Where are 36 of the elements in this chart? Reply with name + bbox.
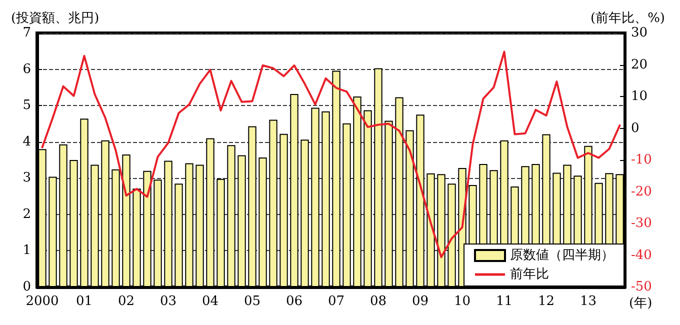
y-tick-label: 5 xyxy=(22,98,31,114)
legend-label: 前年比 xyxy=(510,267,549,282)
x-tick-label: 05 xyxy=(244,294,261,309)
y2-tick-label: 0 xyxy=(631,120,640,136)
x-tick-label: 09 xyxy=(412,294,429,309)
y2-tick-label: -30 xyxy=(631,216,652,231)
y-tick-label: 0 xyxy=(22,280,31,294)
y-tick-label: 6 xyxy=(22,62,31,77)
x-tick-label: 2000 xyxy=(26,294,59,309)
y2-tick-label: 20 xyxy=(631,57,648,72)
x-tick-label: 06 xyxy=(286,294,303,309)
x-tick-label: 03 xyxy=(160,294,177,309)
x-tick-label: 12 xyxy=(538,294,555,309)
y2-tick-label: -10 xyxy=(631,152,652,168)
y-tick-label: 7 xyxy=(22,26,31,40)
y2-tick-label: -50 xyxy=(631,280,652,294)
y-tick-label: 3 xyxy=(22,170,31,186)
y2-axis-title: (前年比、%) xyxy=(590,11,665,26)
y-axis-title: (投資額、兆円) xyxy=(11,11,100,26)
x-tick-label: 10 xyxy=(454,294,471,309)
x-tick-label: 04 xyxy=(202,294,219,309)
y2-tick-label: -20 xyxy=(631,184,652,200)
y-tick-label: 2 xyxy=(22,206,31,222)
x-tick-label: 01 xyxy=(76,294,93,309)
x-tick-label: 07 xyxy=(328,294,345,309)
x-axis-title: (年) xyxy=(629,296,652,311)
y2-tick-label: -40 xyxy=(631,248,652,263)
x-tick-label: 08 xyxy=(370,294,387,309)
x-tick-label: 13 xyxy=(580,294,597,309)
legend-label: 原数値（四半期） xyxy=(510,248,614,263)
x-tick-label: 11 xyxy=(496,294,513,309)
y-tick-label: 4 xyxy=(22,134,31,150)
y2-tick-label: 30 xyxy=(631,26,648,40)
y-tick-label: 1 xyxy=(22,243,31,258)
x-tick-label: 02 xyxy=(118,294,135,309)
y2-tick-label: 10 xyxy=(631,89,648,104)
